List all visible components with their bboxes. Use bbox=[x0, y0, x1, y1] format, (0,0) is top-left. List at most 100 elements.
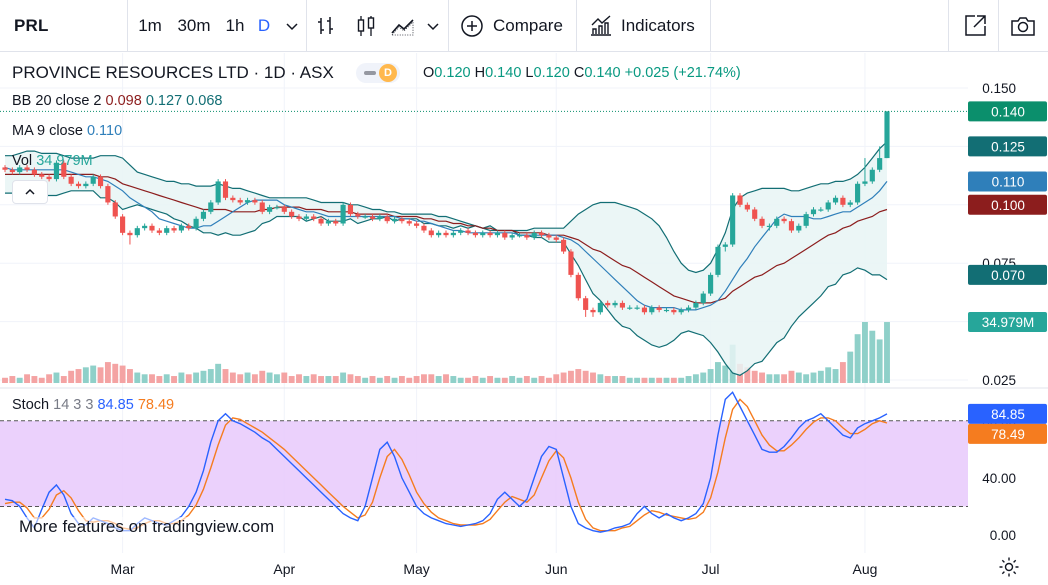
candle-body bbox=[391, 218, 398, 222]
volume-bar bbox=[884, 322, 890, 383]
stoch-axis-tick: 0.00 bbox=[990, 528, 1016, 543]
candle-body bbox=[120, 216, 126, 233]
volume-bar bbox=[744, 367, 751, 383]
bb-fill-area bbox=[5, 141, 887, 376]
time-axis-label: Jun bbox=[545, 561, 568, 577]
volume-bar bbox=[869, 330, 876, 383]
candle-body bbox=[193, 218, 199, 229]
volume-bar bbox=[46, 374, 53, 383]
volume-bar bbox=[112, 363, 119, 383]
legend-bb[interactable]: BB 20 close 2 0.098 0.127 0.068 bbox=[12, 93, 222, 109]
axis-badge bbox=[968, 101, 1047, 122]
candle-body bbox=[208, 202, 214, 212]
chart-canvas[interactable]: 0.1500.1250.1000.0750.0500.02580.0040.00… bbox=[0, 53, 1048, 585]
volume-bar bbox=[310, 374, 317, 383]
area-chart-icon[interactable] bbox=[389, 12, 417, 40]
axis-badge-label: 0.110 bbox=[992, 174, 1025, 189]
legend-ma[interactable]: MA 9 close 0.110 bbox=[12, 123, 122, 139]
volume-bar bbox=[803, 374, 810, 383]
top-toolbar: PRL 1m 30m 1h D Compare Indicators bbox=[0, 0, 1048, 52]
volume-bar bbox=[457, 377, 464, 383]
interval-1m-button[interactable]: 1m bbox=[138, 16, 162, 35]
volume-bar bbox=[156, 376, 163, 383]
volume-bar bbox=[700, 372, 707, 383]
volume-bar bbox=[817, 370, 824, 383]
volume-bar bbox=[472, 376, 479, 383]
ma-line bbox=[4, 166, 888, 311]
candle-body bbox=[722, 244, 728, 247]
candle-body bbox=[164, 228, 170, 233]
volume-bar bbox=[82, 367, 89, 383]
volume-bar bbox=[590, 372, 596, 383]
volume-bar bbox=[149, 374, 155, 383]
gear-icon[interactable] bbox=[997, 555, 1021, 579]
volume-bar bbox=[428, 374, 435, 383]
candle-body bbox=[230, 197, 236, 201]
volume-bar bbox=[163, 374, 170, 383]
bb-upper-value: 0.127 bbox=[145, 93, 183, 109]
legend-stoch[interactable]: Stoch 14 3 3 84.85 78.49 bbox=[12, 397, 174, 413]
open-in-new-icon[interactable] bbox=[961, 12, 989, 40]
volume-bar bbox=[678, 377, 685, 383]
candle-body bbox=[678, 309, 684, 313]
volume-bar bbox=[509, 376, 516, 383]
candle-body bbox=[347, 204, 354, 215]
camera-icon[interactable] bbox=[1009, 12, 1037, 40]
volume-bar bbox=[178, 372, 185, 383]
price-axis-tick: 0.025 bbox=[982, 373, 1016, 388]
volume-bar bbox=[119, 365, 126, 383]
legend-change: +0.025 (+21.74%) bbox=[624, 65, 741, 81]
indicators-button[interactable]: Indicators bbox=[621, 16, 695, 35]
legend-collapse-button[interactable] bbox=[12, 180, 48, 204]
volume-bar bbox=[839, 362, 846, 383]
candle-body bbox=[362, 216, 368, 218]
stoch-params: 14 3 3 bbox=[53, 397, 94, 413]
legend-vol[interactable]: Vol 34.979M bbox=[12, 153, 93, 169]
candle-body bbox=[237, 200, 243, 203]
volume-bar bbox=[443, 374, 449, 383]
symbol-search-button[interactable]: PRL bbox=[0, 0, 128, 52]
volume-bar bbox=[847, 351, 854, 383]
time-axis-label: May bbox=[403, 561, 429, 577]
axis-badge-label: 0.100 bbox=[991, 198, 1025, 213]
axis-badge-label: 78.49 bbox=[991, 427, 1025, 442]
bb-name: BB bbox=[12, 93, 32, 109]
volume-bar bbox=[134, 372, 141, 383]
volume-bar bbox=[479, 377, 486, 383]
chevron-down-icon[interactable] bbox=[278, 12, 306, 40]
volume-bar bbox=[90, 365, 97, 383]
axis-badge bbox=[968, 264, 1047, 285]
candle-body bbox=[862, 181, 868, 184]
candle-body bbox=[421, 225, 427, 231]
candle-body bbox=[75, 183, 82, 187]
candles-icon[interactable] bbox=[352, 12, 380, 40]
volume-bar bbox=[318, 376, 324, 383]
watermark-link[interactable]: More features on tradingview.com bbox=[19, 517, 275, 537]
interval-1d-button[interactable]: D bbox=[257, 16, 271, 35]
candle-body bbox=[406, 221, 412, 224]
chevron-down-icon[interactable] bbox=[419, 12, 447, 40]
compare-button[interactable]: Compare bbox=[493, 16, 563, 35]
market-status-badge[interactable]: D bbox=[356, 63, 400, 83]
bb-basis-value: 0.098 bbox=[105, 93, 142, 109]
volume-bar bbox=[626, 377, 633, 383]
candle-body bbox=[465, 230, 471, 233]
volume-bar bbox=[876, 339, 883, 383]
legend-l-label: L bbox=[525, 65, 534, 81]
legend-o-label: O bbox=[423, 65, 435, 81]
bar-chart-icon[interactable] bbox=[312, 12, 340, 40]
interval-30m-button[interactable]: 30m bbox=[177, 16, 211, 35]
volume-bar bbox=[523, 376, 530, 383]
time-axis-label: Jul bbox=[702, 561, 720, 577]
candle-body bbox=[538, 232, 545, 236]
volume-bar bbox=[722, 365, 729, 383]
volume-bar bbox=[501, 377, 508, 383]
volume-bar bbox=[516, 377, 523, 383]
candle-body bbox=[450, 232, 456, 236]
indicators-icon[interactable] bbox=[587, 12, 615, 40]
plus-circle-icon[interactable] bbox=[458, 12, 486, 40]
volume-bar bbox=[773, 374, 780, 383]
candle-body bbox=[869, 169, 875, 182]
interval-1h-button[interactable]: 1h bbox=[225, 16, 245, 35]
symbol-label: PRL bbox=[14, 16, 49, 35]
